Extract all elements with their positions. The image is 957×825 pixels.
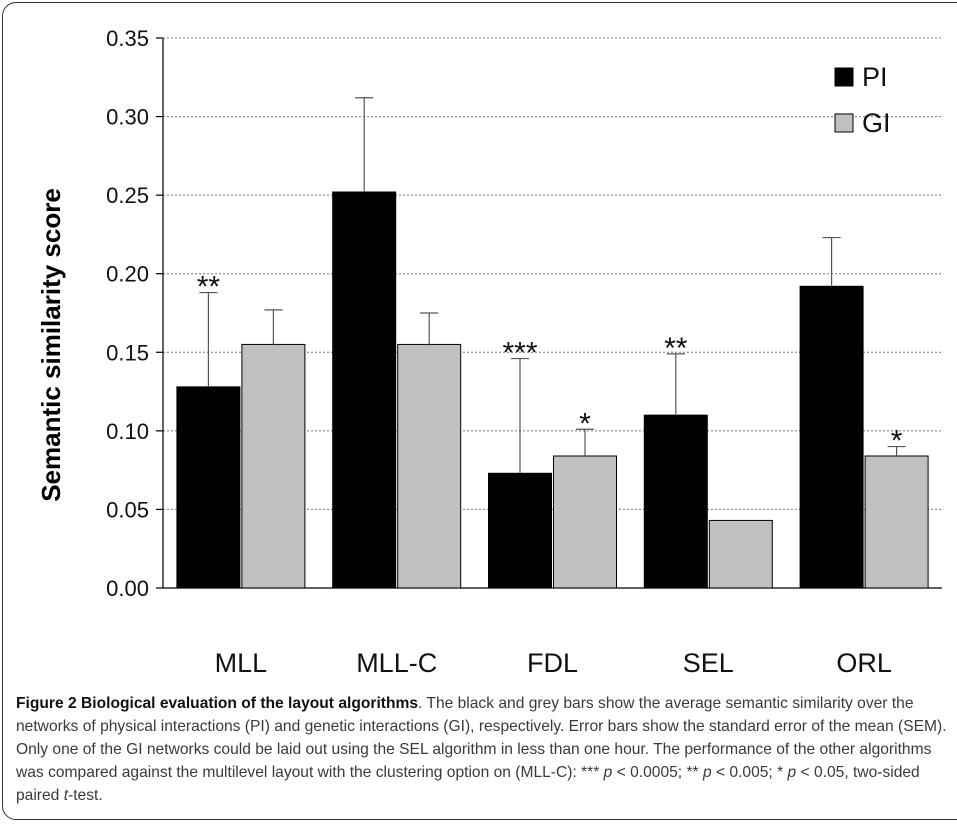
legend-label-pi: PI (862, 62, 888, 92)
caption-p: p (787, 764, 797, 781)
caption-p: p (702, 764, 712, 781)
bar-pi (332, 191, 397, 589)
y-tick-label: 0.00 (106, 576, 149, 601)
caption-p: p (603, 764, 613, 781)
caption-text: < 0.05, two-sided paired (16, 764, 920, 804)
legend-swatch-pi (834, 67, 854, 87)
y-tick-label: 0.20 (106, 262, 149, 287)
y-tick-label: 0.10 (106, 419, 149, 444)
x-tick-label: FDL (527, 648, 578, 678)
caption-text: < 0.0005; ** (612, 764, 703, 781)
caption-text: . The black and grey bars show the avera… (16, 695, 947, 781)
y-tick-label: 0.30 (106, 105, 149, 130)
significance-marker: ** (197, 271, 221, 304)
y-axis-label: Semantic similarity score (36, 188, 66, 502)
legend: PI GI (834, 62, 891, 138)
significance-marker: ** (664, 332, 688, 365)
bar-pi (643, 414, 708, 589)
significance-annotations: ********* (197, 271, 903, 458)
significance-marker: * (579, 407, 591, 440)
bars (176, 191, 929, 589)
x-tick-labels: MLL MLL-C FDL SEL ORL (215, 648, 892, 678)
legend-swatch-gi (834, 113, 854, 133)
x-tick-label: MLL (215, 648, 268, 678)
significance-marker: *** (502, 337, 537, 370)
caption-t: t (63, 787, 69, 804)
error-bars (199, 97, 906, 474)
bar-gi (241, 343, 306, 589)
bar-gi (553, 455, 617, 589)
y-tick-label: 0.05 (106, 497, 149, 522)
bar-pi (488, 472, 552, 589)
y-tick-labels: 0.00 0.05 0.10 0.15 0.20 0.25 0.30 0.35 (106, 26, 149, 601)
legend-label-gi: GI (862, 108, 891, 138)
significance-marker: * (891, 425, 903, 458)
bar-pi (799, 285, 864, 589)
y-tick-label: 0.15 (106, 340, 149, 365)
y-tick-label: 0.25 (106, 183, 149, 208)
caption-title: Figure 2 Biological evaluation of the la… (16, 695, 419, 712)
bar-pi (176, 386, 241, 589)
caption-text: < 0.005; * (711, 764, 788, 781)
bar-chart: 0.000.050.100.150.200.250.300.35 *******… (36, 26, 942, 678)
figure-caption: Figure 2 Biological evaluation of the la… (16, 692, 952, 807)
y-tick-label: 0.35 (106, 26, 149, 51)
bar-gi (864, 455, 929, 589)
caption-text: -test. (68, 787, 103, 804)
bar-gi (708, 519, 773, 589)
x-tick-label: SEL (683, 648, 734, 678)
bar-gi (397, 343, 462, 589)
x-tick-label: MLL-C (356, 648, 437, 678)
x-tick-label: ORL (836, 648, 892, 678)
